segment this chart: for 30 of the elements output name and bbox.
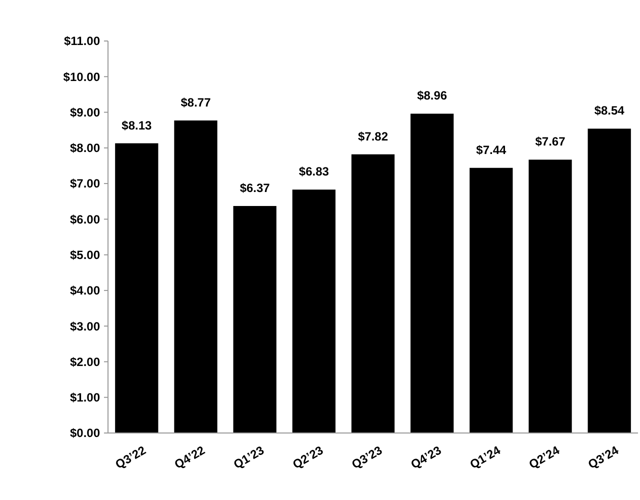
y-tick-label: $7.00 (70, 176, 100, 191)
data-label: $7.82 (358, 129, 388, 144)
bar (410, 114, 454, 433)
y-tick-label: $8.00 (70, 141, 100, 156)
y-tick-label: $4.00 (70, 284, 100, 298)
bar (588, 128, 631, 433)
data-label: $8.54 (594, 104, 625, 118)
data-label: $8.77 (180, 95, 212, 110)
y-tick-label: $6.00 (70, 212, 100, 226)
data-label: $6.83 (298, 164, 330, 179)
y-tick-label: $3.00 (70, 319, 100, 334)
bar (351, 154, 395, 433)
data-label: $8.96 (417, 88, 448, 103)
bar (470, 168, 513, 433)
y-tick-label: $9.00 (70, 105, 100, 120)
bar (115, 143, 158, 433)
y-tick-label: $5.00 (70, 248, 100, 262)
bar (174, 120, 218, 433)
y-tick-label: $0.00 (70, 426, 100, 440)
data-label: $7.44 (476, 142, 507, 157)
bar (233, 206, 276, 433)
bar (528, 160, 572, 433)
y-tick-label: $10.00 (63, 70, 100, 84)
y-tick-label: $2.00 (70, 354, 100, 369)
y-tick-label: $1.00 (70, 390, 100, 405)
data-label: $8.13 (122, 118, 152, 132)
data-label: $6.37 (240, 180, 270, 195)
data-label: $7.67 (535, 134, 566, 149)
bar (292, 190, 336, 433)
y-tick-label: $11.00 (64, 34, 100, 48)
